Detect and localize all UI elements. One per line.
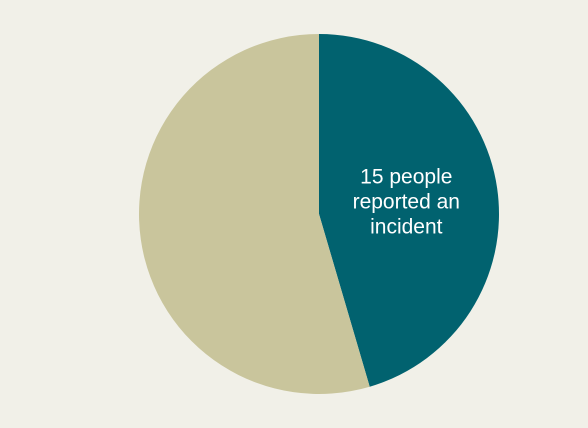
slice-label-0: 15 people reported an incident [353,165,460,238]
slice-label-line: 15 people [360,165,452,188]
pie-labels: 15 people reported an incident [353,165,460,238]
pie-slice-1 [139,34,370,394]
pie-slice-0 [319,34,499,387]
slice-label-line: incident [370,215,443,238]
slice-label-line: reported an [353,190,460,213]
pie-slices [139,34,499,394]
